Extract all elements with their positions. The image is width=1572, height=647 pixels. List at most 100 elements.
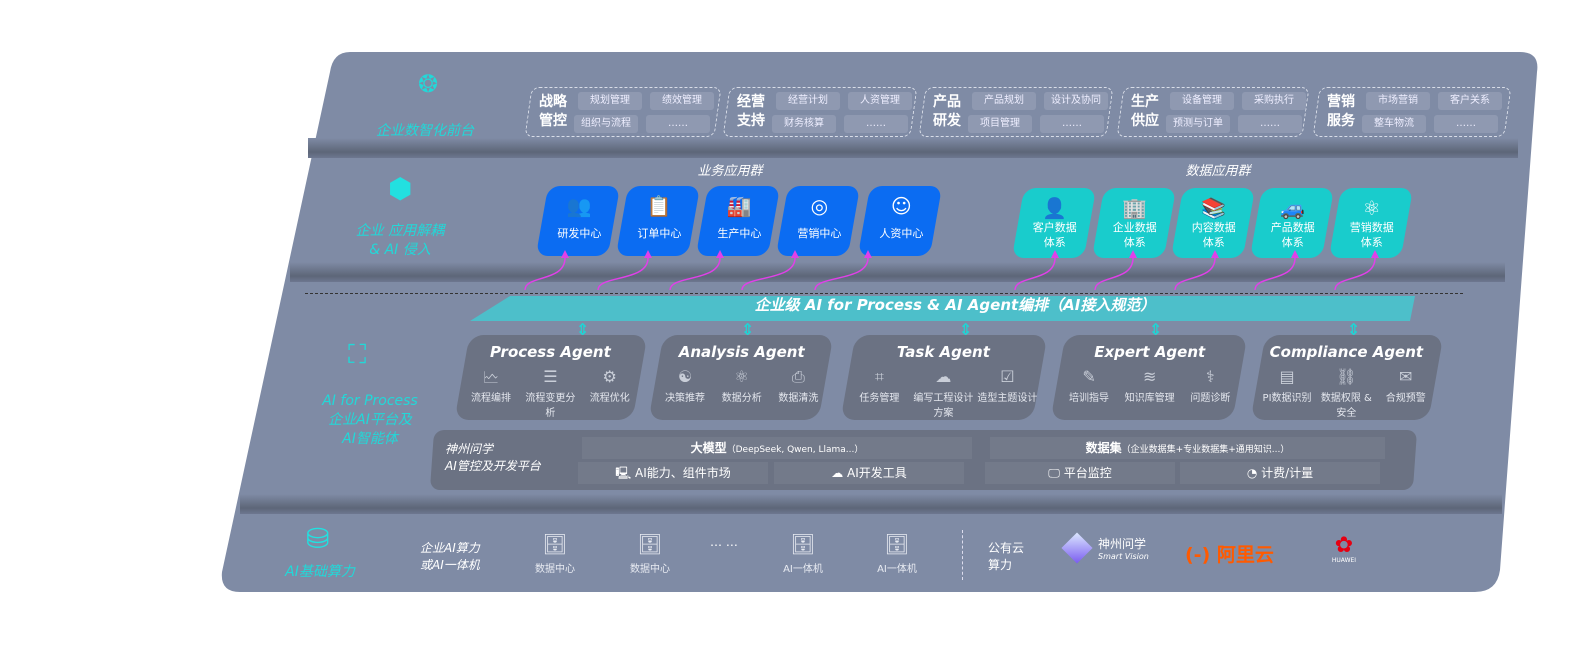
agent-feature: 流程变更分析 xyxy=(525,393,576,419)
capability-chip[interactable]: 产品规划 xyxy=(972,92,1036,110)
capability-chip[interactable]: 采购执行 xyxy=(1242,92,1306,110)
ai-label-line2: 企业AI平台及 xyxy=(328,412,412,428)
model-label: 大模型 xyxy=(690,441,727,455)
agent-feature-icon: ☯ xyxy=(677,367,693,386)
capability-chip[interactable]: 人资管理 xyxy=(848,92,912,110)
front-layer-label: 企业数智化前台 xyxy=(376,123,474,139)
capability-chip[interactable]: 设计及协同 xyxy=(1044,92,1108,110)
double-arrow-icon: ⇕ xyxy=(576,320,590,339)
apps-label-line2: & AI 侵入 xyxy=(369,242,431,258)
agent-feature: 培训指导 xyxy=(1069,393,1110,404)
agent-title: Compliance Agent xyxy=(1269,343,1424,361)
divider-vertical xyxy=(962,530,963,580)
compute-node: 🗄 数据中心 xyxy=(625,532,675,575)
monitor-button[interactable]: 🖵 平台监控 xyxy=(985,462,1175,484)
public-cloud-label: 公有云 算力 xyxy=(988,540,1024,574)
arrow-head xyxy=(561,250,569,258)
agent-feature-icon: ≋ xyxy=(1142,367,1157,386)
agent-feature-icon: ⎙ xyxy=(791,367,805,386)
connector-arrow xyxy=(524,257,566,291)
diamond-icon xyxy=(1061,532,1093,564)
compute-node-label: 数据中心 xyxy=(630,564,670,575)
platform-name-line2: AI管控及开发平台 xyxy=(445,459,541,473)
billing-label: 计费/计量 xyxy=(1261,466,1314,480)
agent-title: Expert Agent xyxy=(1094,343,1206,361)
agent-title: Analysis Agent xyxy=(678,343,805,361)
agent-feature: 流程编排 xyxy=(471,393,512,404)
agent-card[interactable]: Process Agent 🗠 流程编排 ☰ 流程变更分析 ⚙ 流程优化 xyxy=(454,335,648,420)
agent-feature: 编写工程设计方案 xyxy=(913,393,974,419)
infra-ellipsis: … … xyxy=(710,535,738,549)
server-icon: 🗄 xyxy=(542,532,568,556)
capability-chip[interactable]: 项目管理 xyxy=(968,115,1032,133)
agent-feature-icon: ☑ xyxy=(1000,367,1015,386)
apps-label-line1: 企业 应用解耦 xyxy=(355,223,445,239)
capability-chip[interactable]: 财务核算 xyxy=(772,115,836,133)
server-icon: 🗄 xyxy=(637,532,663,556)
capability-chip[interactable]: …… xyxy=(844,115,908,133)
double-arrow-icon: ⇕ xyxy=(1149,320,1163,339)
infra-title: 企业AI算力 或AI一体机 xyxy=(420,540,480,574)
smart-vision-logo: 神州问学 Smart Vision xyxy=(1061,532,1149,564)
capability-chip[interactable]: 经营计划 xyxy=(776,92,840,110)
arrow-head xyxy=(864,250,872,258)
dataset-row: 数据集（企业数据集+专业数据集+通用知识...） xyxy=(990,437,1385,459)
agent-card[interactable]: Expert Agent ✎ 培训指导 ≋ 知识库管理 ⚕ 问题诊断 xyxy=(1050,335,1248,420)
agent-feature-icon: ✉ xyxy=(1398,367,1413,386)
capability-chip[interactable]: 预测与订单 xyxy=(1166,115,1230,133)
connector-arrow xyxy=(741,257,796,291)
market-button[interactable]: 🖳 AI能力、组件市场 xyxy=(578,462,768,484)
connector-arrow xyxy=(597,257,649,291)
capability-chip[interactable]: 整车物流 xyxy=(1362,115,1426,133)
connector-arrow xyxy=(1014,257,1056,291)
arrow-head xyxy=(716,250,724,258)
capability-chip[interactable]: 组织与流程 xyxy=(574,115,638,133)
connector-arrow xyxy=(1094,257,1134,291)
devtools-button[interactable]: ☁ AI开发工具 xyxy=(774,462,964,484)
aliyun-logo: (-) 阿里云 xyxy=(1185,544,1274,566)
data-apps-title: 数据应用群 xyxy=(1185,164,1251,179)
compute-node-label: AI一体机 xyxy=(783,564,823,575)
agent-feature-icon: ⚛ xyxy=(734,367,749,386)
capability-chip[interactable]: 设备管理 xyxy=(1170,92,1234,110)
agent-card[interactable]: Compliance Agent ▤ PI数据识别 ⛓ 数据权限 & 安全 ✉ 合规预警 xyxy=(1250,335,1444,420)
compute-node: 🗄 AI一体机 xyxy=(778,532,828,575)
agent-feature: 数据清洗 xyxy=(778,393,819,404)
capability-chip[interactable]: 绩效管理 xyxy=(650,92,714,110)
database-icon: ⛁ xyxy=(306,522,330,555)
devtools-label: AI开发工具 xyxy=(847,466,907,480)
double-arrow-icon: ⇕ xyxy=(741,320,755,339)
connector-arrow xyxy=(1174,257,1216,291)
capability-chip[interactable]: 规划管理 xyxy=(578,92,642,110)
capability-chip[interactable]: …… xyxy=(1238,115,1302,133)
agent-feature-icon: ⚕ xyxy=(1206,367,1215,386)
billing-button[interactable]: ◔ 计费/计量 xyxy=(1180,462,1380,484)
arrow-head xyxy=(1291,250,1299,258)
agent-feature: 问题诊断 xyxy=(1190,393,1231,404)
agent-card[interactable]: Analysis Agent ☯ 决策推荐 ⚛ 数据分析 ⎙ 数据清洗 xyxy=(648,335,834,420)
agent-title: Process Agent xyxy=(490,343,611,361)
dataset-label: 数据集 xyxy=(1085,441,1122,455)
model-row: 大模型（DeepSeek, Qwen, Llama...） xyxy=(582,437,972,459)
capability-chip[interactable]: 市场营销 xyxy=(1366,92,1430,110)
agent-feature-icon: ⌗ xyxy=(874,367,884,386)
vendor-shenzhou: 神州问学 xyxy=(1098,537,1147,551)
compute-node: 🗄 数据中心 xyxy=(530,532,580,575)
monitor-label: 平台监控 xyxy=(1063,466,1112,480)
divider-dashed xyxy=(305,293,1463,294)
capability-chip[interactable]: …… xyxy=(1040,115,1104,133)
agent-feature: 数据分析 xyxy=(721,393,762,404)
capability-chip[interactable]: 客户关系 xyxy=(1438,92,1502,110)
capability-chip[interactable]: …… xyxy=(646,115,710,133)
agent-feature-icon: ⛓ xyxy=(1336,367,1357,386)
capability-chip[interactable]: …… xyxy=(1434,115,1498,133)
agent-card[interactable]: Task Agent ⌗ 任务管理 ☁ 编写工程设计方案 ☑ 造型主题设计 xyxy=(840,335,1048,420)
compute-node-label: 数据中心 xyxy=(535,564,575,575)
agent-feature-icon: ⚙ xyxy=(602,367,617,386)
model-sub: （DeepSeek, Qwen, Llama...） xyxy=(726,445,864,455)
server-icon: 🗄 xyxy=(884,532,910,556)
agent-feature-icon: ✎ xyxy=(1082,367,1096,386)
arrow-head xyxy=(1129,250,1137,258)
cloud-line1: 公有云 xyxy=(988,541,1025,555)
